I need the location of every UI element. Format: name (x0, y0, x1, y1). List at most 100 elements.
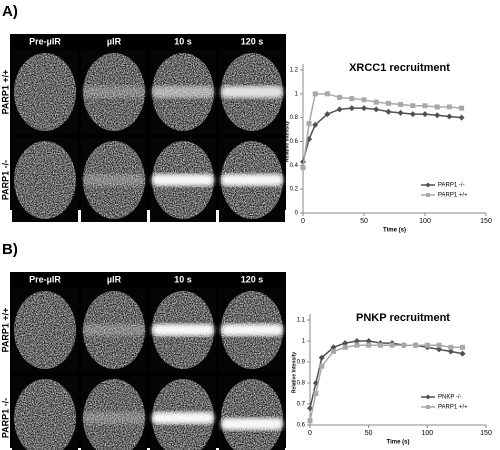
damage-stripe (152, 324, 214, 336)
y-tick-label: 0.8 (297, 381, 306, 387)
microscopy-image (12, 50, 78, 134)
point (365, 338, 372, 344)
point (337, 94, 343, 100)
point (336, 106, 343, 113)
point (436, 342, 442, 348)
microscopy-image (219, 50, 285, 134)
point (373, 106, 380, 113)
microscopy-image (150, 138, 216, 222)
y-tick-label: 0.6 (290, 139, 299, 145)
point (306, 121, 312, 127)
damage-stripe (83, 324, 145, 336)
nucleus (14, 53, 76, 131)
chart-title: PNKP recruitment (356, 312, 450, 324)
microscopy-image (219, 376, 285, 450)
point (422, 103, 428, 109)
x-tick-label: 150 (480, 218, 492, 225)
point (436, 346, 443, 353)
damage-stripe (152, 86, 214, 98)
x-tick-label: 100 (419, 218, 431, 225)
row-label: PARP1 -/- (0, 398, 10, 438)
y-tick-label: 1.1 (297, 318, 306, 324)
legend-label: PARP1 +/+ (438, 193, 468, 199)
point (324, 91, 330, 97)
y-tick-label: 0.2 (290, 187, 299, 193)
point (413, 342, 419, 348)
microscopy-image (150, 376, 216, 450)
point (318, 354, 325, 361)
y-axis-label: Relative Intensity (284, 121, 290, 162)
damage-stripe (83, 412, 145, 424)
damage-stripe (221, 174, 283, 186)
point (300, 165, 306, 171)
damage-stripe (221, 324, 283, 336)
microscopy-image (81, 376, 147, 450)
point (319, 363, 325, 369)
column-label: µIR (107, 274, 122, 284)
chart-title: XRCC1 recruitment (349, 62, 450, 74)
point (434, 112, 441, 119)
microscopy-image (219, 138, 285, 222)
column-label: µIR (107, 36, 122, 46)
y-tick-label: 0.7 (297, 402, 306, 408)
point (389, 342, 395, 348)
nucleus (14, 379, 76, 450)
legend-label: PNKP -/- (438, 395, 462, 401)
point (401, 342, 407, 348)
point (354, 342, 360, 348)
legend-marker (426, 405, 430, 409)
damage-stripe (83, 174, 145, 186)
point (447, 348, 454, 355)
damage-stripe (83, 86, 145, 98)
point (459, 105, 465, 111)
point (373, 99, 379, 105)
point (361, 105, 367, 112)
x-tick-label: 50 (360, 218, 368, 225)
point (385, 100, 391, 106)
microscopy-image (219, 288, 285, 372)
microscopy-image (81, 288, 147, 372)
point (312, 91, 318, 97)
damage-stripe (152, 174, 214, 186)
nucleus (14, 291, 76, 369)
point (460, 344, 466, 350)
point (448, 344, 454, 350)
row-label: PARP1 +/+ (0, 308, 10, 353)
x-tick-label: 0 (308, 430, 312, 437)
row-label: PARP1 +/+ (0, 70, 10, 115)
microscopy-image (81, 138, 147, 222)
panel-label: A) (2, 3, 18, 20)
x-tick-label: 100 (421, 430, 433, 437)
point (385, 108, 392, 115)
nucleus (14, 141, 76, 219)
y-tick-label: 1 (302, 339, 306, 345)
point (459, 350, 466, 357)
y-tick-label: 0 (295, 211, 299, 217)
y-tick-label: 0.6 (297, 423, 306, 429)
x-axis-label: Time (s) (387, 440, 410, 446)
point (377, 342, 383, 348)
point (348, 105, 355, 112)
microscopy-image (150, 288, 216, 372)
y-tick-label: 0.8 (290, 115, 299, 121)
legend-label: PARP1 +/+ (438, 405, 468, 411)
x-tick-label: 50 (365, 430, 373, 437)
point (313, 391, 319, 396)
column-label: 10 s (174, 36, 192, 46)
microscopy-image (81, 50, 147, 134)
y-tick-label: 0.9 (297, 360, 306, 366)
column-label: Pre-µIR (29, 274, 61, 284)
point (446, 113, 453, 120)
point (324, 111, 331, 118)
x-tick-label: 150 (480, 430, 492, 437)
point (366, 342, 372, 348)
point (330, 349, 336, 354)
damage-stripe (221, 418, 283, 430)
legend-marker (425, 182, 431, 188)
microscopy-image (12, 288, 78, 372)
column-label: 10 s (174, 274, 192, 284)
microscopy-image (12, 138, 78, 222)
point (342, 340, 349, 347)
column-label: Pre-µIR (29, 36, 61, 46)
